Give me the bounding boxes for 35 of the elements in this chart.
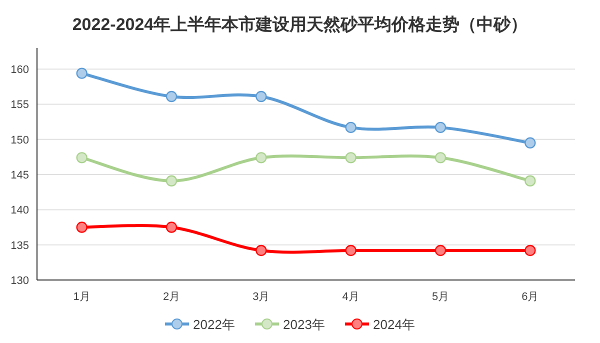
- point: [256, 90, 267, 102]
- y-tick-label: 140: [10, 204, 29, 217]
- point: [524, 175, 536, 186]
- x-tick-label: 4月: [342, 291, 360, 303]
- y-tick-label: 145: [10, 170, 29, 182]
- chart-title: 2022-2024年上半年本市建设用天然砂平均价格走势（中砂）: [72, 15, 528, 34]
- point: [524, 244, 536, 256]
- y-tick-label: 135: [10, 240, 29, 252]
- point: [256, 244, 267, 256]
- x-tick-label: 1月: [73, 291, 90, 303]
- point: [434, 152, 446, 164]
- point: [166, 175, 178, 186]
- y-tick-label: 150: [10, 134, 29, 146]
- x-tick-label: 5月: [432, 291, 450, 303]
- point: [434, 122, 446, 134]
- point: [76, 68, 88, 79]
- point: [166, 90, 178, 102]
- legend-label: 2023年: [283, 317, 325, 332]
- point: [524, 137, 536, 149]
- x-tick-label: 2月: [162, 291, 180, 303]
- point: [76, 152, 88, 164]
- y-tick-label: 130: [10, 275, 29, 287]
- y-tick-label: 160: [10, 64, 29, 76]
- legend-label: 2024年: [373, 317, 415, 332]
- point: [76, 222, 88, 233]
- point: [256, 152, 267, 164]
- legend-label: 2022年: [193, 317, 235, 332]
- point: [345, 152, 356, 164]
- x-tick-label: 3月: [252, 291, 270, 303]
- y-tick-label: 155: [10, 99, 29, 112]
- point: [434, 244, 446, 256]
- point: [345, 244, 356, 256]
- point: [166, 222, 178, 233]
- point: [345, 122, 356, 134]
- x-tick-label: 6月: [522, 291, 539, 303]
